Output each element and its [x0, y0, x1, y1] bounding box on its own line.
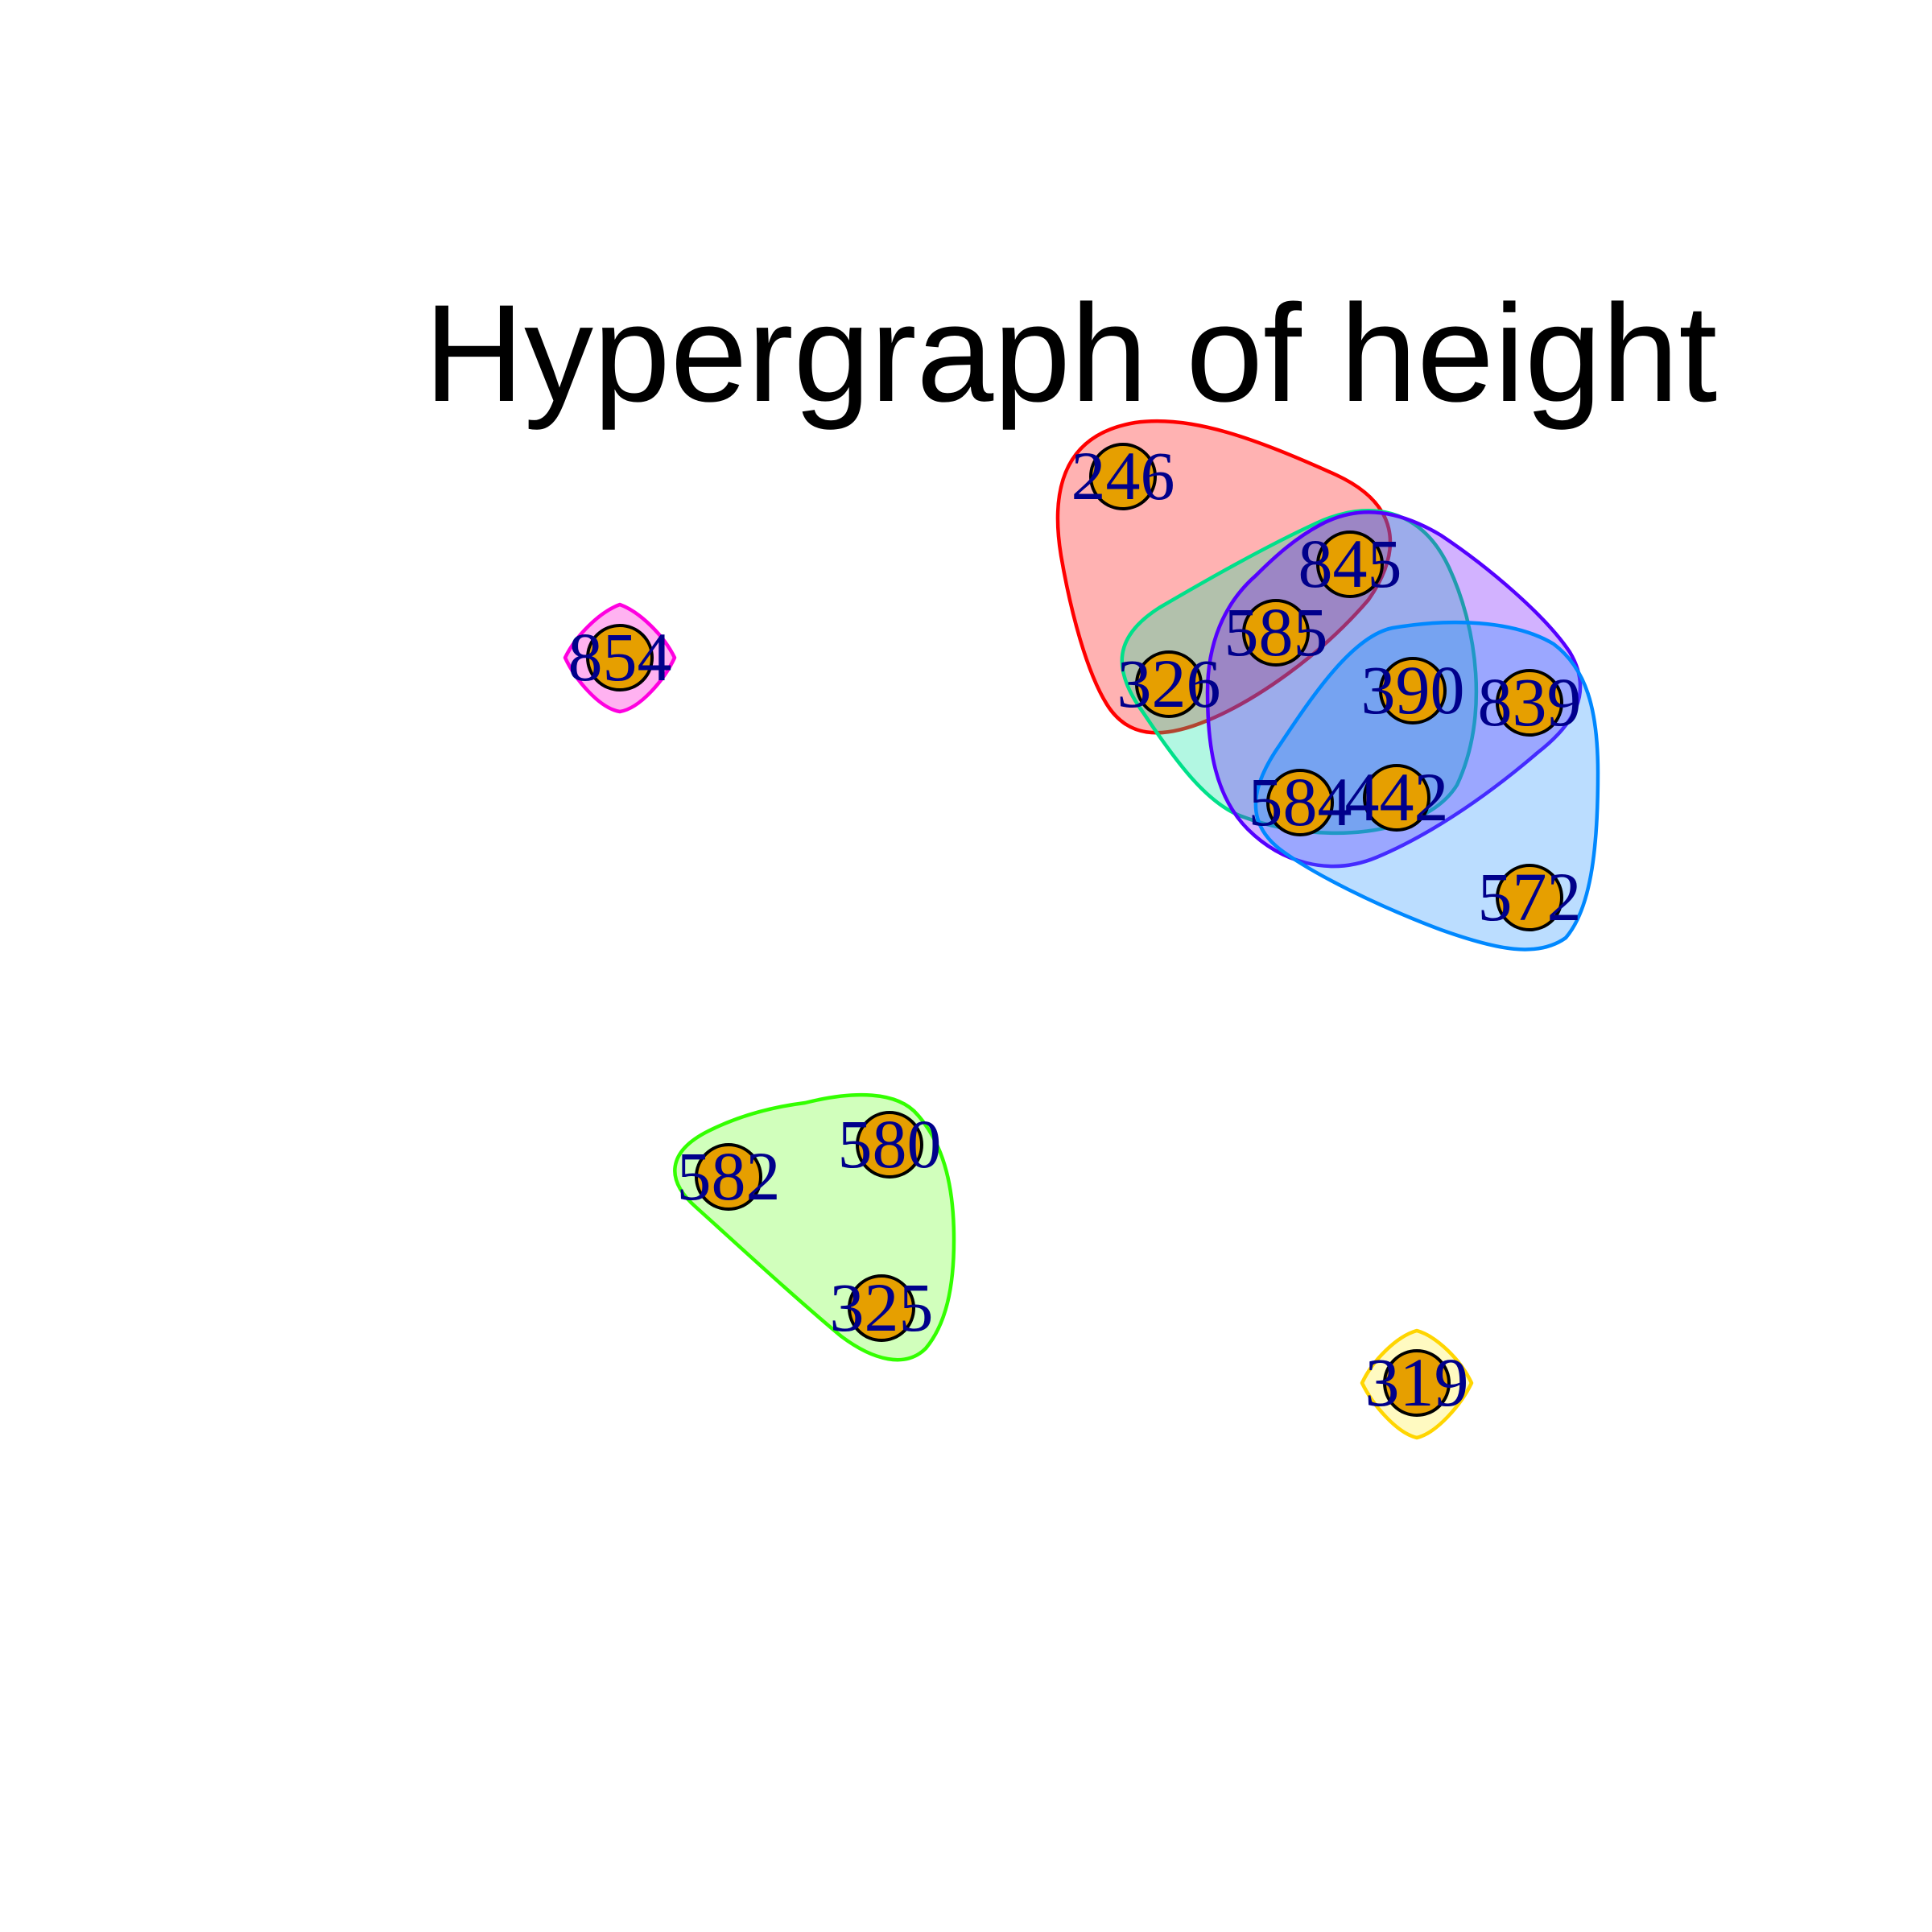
vertex-marker: [1379, 657, 1447, 724]
vertex-839[interactable]: 839: [1478, 663, 1582, 741]
vertex-label: 325: [830, 1269, 934, 1346]
vertex-marker: [1363, 764, 1430, 832]
vertex-marker: [1266, 769, 1334, 836]
vertex-584[interactable]: 584: [1249, 763, 1352, 840]
vertices: 246 845 585 326 390 839 584 442 572 854 …: [568, 437, 1582, 1421]
vertex-marker: [1316, 530, 1384, 598]
vertex-label: 319: [1365, 1344, 1469, 1421]
vertex-854[interactable]: 854: [568, 618, 672, 696]
vertex-246[interactable]: 246: [1071, 437, 1175, 514]
vertex-label: 580: [838, 1105, 942, 1183]
vertex-label: 246: [1071, 437, 1175, 514]
vertex-label: 839: [1478, 663, 1582, 741]
vertex-label: 585: [1224, 593, 1328, 671]
vertex-845[interactable]: 845: [1298, 525, 1402, 602]
vertex-319[interactable]: 319: [1365, 1344, 1469, 1421]
vertex-572[interactable]: 572: [1478, 858, 1582, 935]
vertex-390[interactable]: 390: [1361, 651, 1465, 729]
chart-title: Hypergraph of height: [424, 276, 1717, 431]
vertex-label: 845: [1298, 525, 1402, 602]
vertex-325[interactable]: 325: [830, 1269, 934, 1346]
vertex-label: 442: [1345, 758, 1449, 836]
vertex-442[interactable]: 442: [1345, 758, 1449, 836]
vertex-marker: [1496, 864, 1563, 931]
vertex-marker: [695, 1143, 762, 1211]
vertex-marker: [1089, 443, 1157, 510]
vertex-585[interactable]: 585: [1224, 593, 1328, 671]
vertex-582[interactable]: 582: [677, 1137, 781, 1215]
vertex-label: 582: [677, 1137, 781, 1215]
vertex-label: 326: [1117, 645, 1221, 722]
vertex-326[interactable]: 326: [1117, 645, 1221, 722]
vertex-marker: [1135, 650, 1203, 718]
vertex-label: 572: [1478, 858, 1582, 935]
vertex-marker: [1496, 669, 1563, 737]
vertex-marker: [586, 624, 654, 691]
vertex-marker: [856, 1111, 923, 1179]
vertex-marker: [1242, 599, 1310, 667]
vertex-label: 854: [568, 618, 672, 696]
vertex-marker: [848, 1274, 915, 1342]
vertex-marker: [1383, 1349, 1451, 1417]
vertex-label: 390: [1361, 651, 1465, 729]
vertex-label: 584: [1249, 763, 1352, 840]
vertex-580[interactable]: 580: [838, 1105, 942, 1183]
